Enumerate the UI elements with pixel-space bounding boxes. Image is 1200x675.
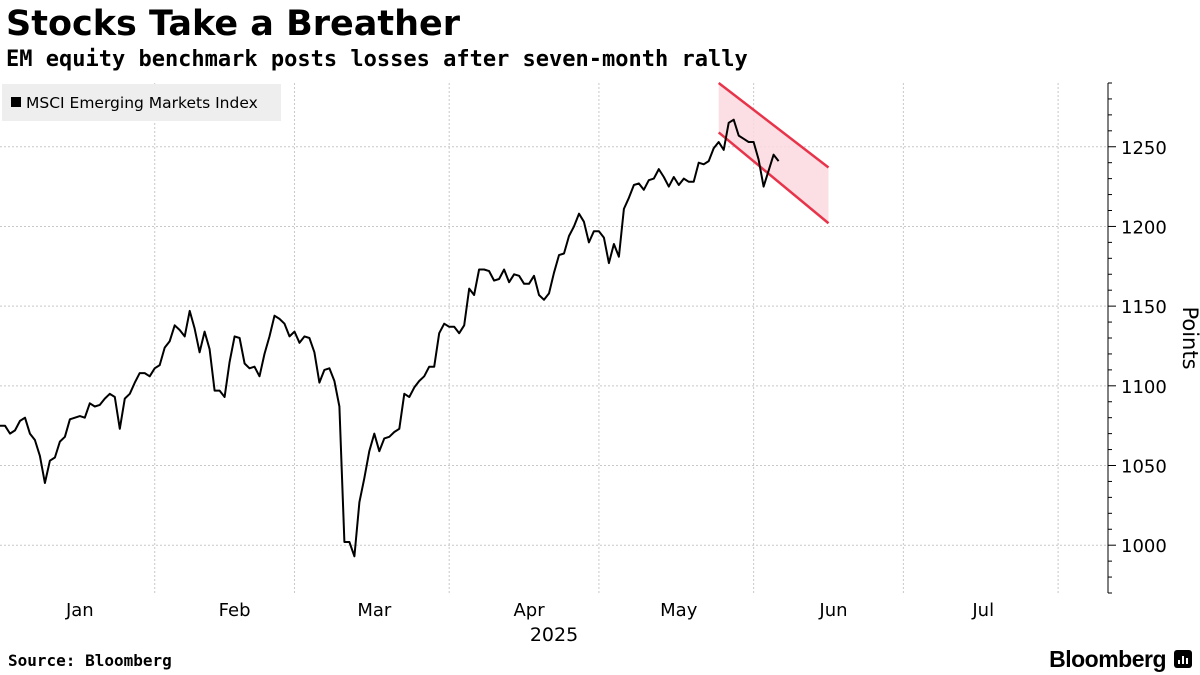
- legend-box: [2, 84, 281, 121]
- channel-lower-line: [717, 131, 830, 225]
- y-tick-label: 1150: [1121, 297, 1167, 318]
- brand-name: Bloomberg: [1049, 646, 1166, 672]
- y-tick-label: 1100: [1121, 377, 1167, 398]
- bloomberg-terminal-icon: [1174, 650, 1192, 668]
- y-tick-label: 1050: [1121, 457, 1167, 478]
- gridlines: [0, 83, 1108, 593]
- x-tick-label-may: May: [660, 600, 698, 621]
- x-tick-label-jan: Jan: [65, 600, 94, 621]
- legend-swatch: [11, 97, 21, 107]
- source-note: Source: Bloomberg: [8, 651, 172, 670]
- x-tick-label-mar: Mar: [357, 600, 392, 621]
- x-tick-label-jun: Jun: [818, 600, 847, 621]
- legend: MSCI Emerging Markets Index: [2, 84, 281, 121]
- y-tick-label: 1250: [1121, 138, 1167, 159]
- series-line-0: [0, 118, 780, 558]
- x-tick-label-jul: Jul: [971, 600, 994, 621]
- x-axis-year-label: 2025: [530, 624, 578, 646]
- series-layer: [0, 118, 780, 558]
- legend-label: MSCI Emerging Markets Index: [26, 94, 258, 112]
- chart-subtitle: EM equity benchmark posts losses after s…: [6, 47, 748, 72]
- x-tick-label-feb: Feb: [219, 600, 251, 621]
- channel-upper-line: [717, 82, 830, 169]
- channel-fill: [718, 83, 829, 224]
- trend-channel: [717, 82, 830, 225]
- y-tick-label: 1000: [1121, 536, 1167, 557]
- x-axis: Jan Feb Mar Apr May Jun Jul: [65, 600, 994, 621]
- x-tick-label-apr: Apr: [513, 600, 545, 621]
- chart-title: Stocks Take a Breather: [6, 4, 461, 44]
- y-tick-label: 1200: [1121, 217, 1167, 238]
- y-axis-title: Points: [1178, 306, 1200, 369]
- y-axis: 1000 1050 1100 1150 1200 1250: [1107, 82, 1167, 594]
- brand-logo: Bloomberg: [1049, 646, 1192, 672]
